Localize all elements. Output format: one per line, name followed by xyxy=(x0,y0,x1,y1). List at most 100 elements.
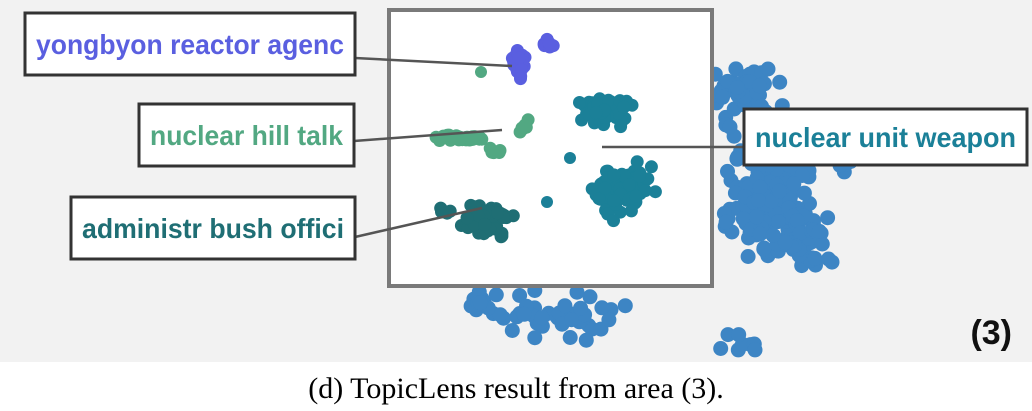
cluster-point xyxy=(436,203,449,217)
background-point xyxy=(765,227,781,243)
background-point xyxy=(752,179,768,195)
leader-line xyxy=(353,128,503,143)
background-point xyxy=(763,193,779,209)
cluster-point xyxy=(633,169,646,183)
background-point xyxy=(492,307,508,323)
background-point xyxy=(557,298,573,314)
background-point xyxy=(718,214,734,230)
background-point xyxy=(771,183,787,199)
background-point xyxy=(789,213,805,228)
cluster-label-text: administr bush offici xyxy=(82,213,344,244)
background-point xyxy=(472,295,488,311)
leader-lines xyxy=(353,56,744,239)
figure-caption: (d) TopicLens result from area (3). xyxy=(308,372,724,405)
background-point xyxy=(820,210,836,226)
background-point xyxy=(594,300,610,316)
background-point xyxy=(582,289,598,305)
background-point xyxy=(516,306,532,322)
background-point xyxy=(814,236,830,252)
background-point xyxy=(617,298,633,314)
cluster-label[interactable]: administr bush offici xyxy=(69,195,357,261)
background-point xyxy=(760,61,776,77)
cluster-label-box xyxy=(23,11,357,77)
cluster-point xyxy=(541,196,553,208)
cluster-label-text: nuclear unit weapon xyxy=(755,122,1016,153)
cluster-labels: yongbyon reactor agenc nuclear hill talk a… xyxy=(23,11,1029,261)
cluster-point xyxy=(607,168,621,182)
cluster-point xyxy=(644,160,658,174)
leader-line xyxy=(354,56,513,68)
background-point xyxy=(488,287,504,303)
cluster-point xyxy=(592,192,606,205)
cluster-point xyxy=(515,121,529,135)
background-point xyxy=(786,176,802,192)
cluster-point xyxy=(648,185,662,199)
cluster-label-box xyxy=(137,102,356,168)
cluster-point xyxy=(617,100,631,114)
cluster-point xyxy=(514,72,527,86)
cluster-point xyxy=(475,66,487,78)
background-point xyxy=(601,312,617,328)
cluster-point xyxy=(542,36,556,50)
background-point xyxy=(811,223,827,239)
cluster-point xyxy=(485,145,499,159)
cluster-point xyxy=(564,152,576,164)
background-point xyxy=(722,119,738,135)
area-label: (3) xyxy=(970,314,1012,352)
background-point xyxy=(729,80,745,95)
background-point xyxy=(747,342,763,358)
background-point xyxy=(534,310,550,326)
background-point xyxy=(729,151,745,167)
background-point xyxy=(792,225,808,241)
background-point xyxy=(573,300,589,316)
background-point xyxy=(735,211,751,227)
cluster-point xyxy=(607,194,621,208)
background-point xyxy=(777,234,793,250)
background-point xyxy=(731,327,747,343)
cluster-label[interactable]: nuclear hill talk xyxy=(137,102,356,168)
background-point xyxy=(740,249,756,264)
background-point xyxy=(821,251,836,267)
cluster-point xyxy=(491,206,505,220)
background-point xyxy=(752,226,768,242)
cluster-point xyxy=(607,214,620,228)
cluster-point xyxy=(589,106,603,120)
background-point xyxy=(770,214,786,230)
background-point xyxy=(756,241,772,257)
background-point xyxy=(751,78,767,94)
background-point xyxy=(750,193,766,208)
cluster-point xyxy=(598,181,612,195)
cluster-point xyxy=(573,96,586,109)
cluster-point xyxy=(460,211,474,225)
background-point xyxy=(504,323,520,338)
background-point xyxy=(796,185,812,201)
cluster-label-box xyxy=(69,195,357,261)
cluster-point xyxy=(624,204,638,218)
cluster-label[interactable]: yongbyon reactor agenc xyxy=(23,11,357,77)
background-point xyxy=(512,288,528,303)
cluster-point xyxy=(622,178,636,192)
background-point xyxy=(564,312,579,328)
background-point xyxy=(807,250,823,266)
background-point xyxy=(720,327,736,343)
cluster-point xyxy=(506,209,520,223)
cluster-label-text: yongbyon reactor agenc xyxy=(36,29,344,60)
cluster-point xyxy=(614,120,628,134)
background-point xyxy=(772,74,788,90)
cluster-point xyxy=(478,218,492,231)
cluster-point xyxy=(512,51,526,65)
background-point xyxy=(715,89,730,105)
leader-line xyxy=(354,206,483,239)
background-point xyxy=(569,284,585,300)
cluster-label[interactable]: nuclear unit weapon xyxy=(742,107,1029,167)
background-point xyxy=(720,163,735,179)
background-point xyxy=(527,330,543,346)
cluster-point xyxy=(630,155,644,169)
background-points xyxy=(463,61,863,358)
background-point xyxy=(713,341,729,356)
background-point xyxy=(578,332,594,348)
cluster-label-text: nuclear hill talk xyxy=(150,120,343,151)
background-point xyxy=(562,330,578,345)
cluster-point xyxy=(629,189,643,203)
